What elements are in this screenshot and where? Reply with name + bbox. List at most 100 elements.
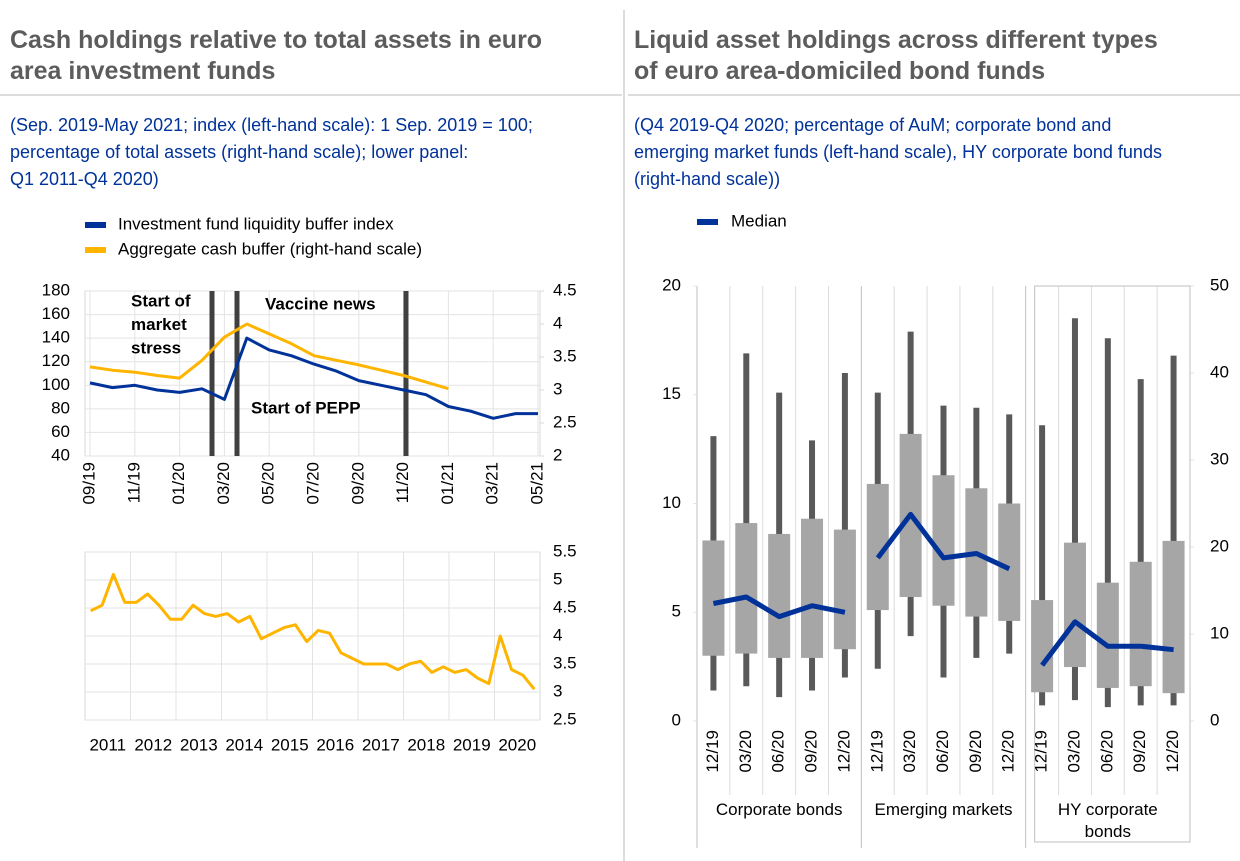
box	[833, 529, 856, 650]
panel-title: Liquid asset holdings across different t…	[634, 26, 1158, 54]
x-tick-label: 06/20	[1097, 730, 1116, 773]
x-tick-label: 12/19	[703, 730, 722, 773]
annotation: Start of	[131, 291, 191, 310]
x-tick-label: 11/20	[393, 462, 412, 503]
panel-subtitle: percentage of total assets (right-hand s…	[10, 142, 468, 162]
y2-tick-label: 4.5	[553, 280, 577, 299]
box	[1031, 600, 1054, 693]
x-tick-label: 11/19	[124, 462, 143, 503]
box	[1162, 540, 1185, 694]
y2-tick-label: 4.5	[553, 597, 577, 616]
y2-tick-label: 3.5	[553, 346, 577, 365]
x-tick-label: 09/20	[802, 730, 821, 773]
y2-tick-label: 2.5	[553, 412, 577, 431]
group-frame	[1034, 285, 1191, 843]
panel-title: Cash holdings relative to total assets i…	[10, 26, 542, 54]
y2-tick-label: 50	[1210, 275, 1229, 294]
x-tick-label: 2018	[407, 735, 445, 754]
y-tick-label: 0	[672, 710, 681, 729]
x-tick-label: 2014	[225, 735, 263, 754]
x-tick-label: 12/20	[999, 730, 1018, 773]
legend-label: Investment fund liquidity buffer index	[118, 214, 394, 233]
x-tick-label: 12/20	[1163, 730, 1182, 773]
box	[768, 533, 791, 658]
y-tick-label: 180	[42, 280, 70, 299]
y2-tick-label: 3	[553, 681, 562, 700]
y2-tick-label: 5.5	[553, 541, 577, 560]
box	[866, 483, 889, 611]
panel-subtitle: emerging market funds (left-hand scale),…	[634, 142, 1162, 162]
annotation: Start of PEPP	[251, 398, 361, 417]
x-tick-label: 05/20	[259, 462, 278, 505]
panel-subtitle: (Q4 2019-Q4 2020; percentage of AuM; cor…	[634, 115, 1111, 135]
y2-tick-label: 4	[553, 313, 562, 332]
x-tick-label: 09/20	[1130, 730, 1149, 773]
x-tick-label: 06/20	[933, 730, 952, 773]
x-tick-label: 2011	[89, 735, 126, 754]
y-tick-label: 140	[42, 328, 70, 347]
y-tick-label: 40	[51, 445, 70, 464]
group-label: HY corporate bonds	[1057, 800, 1158, 841]
group-label: Emerging markets	[874, 800, 1013, 819]
series-line	[90, 572, 536, 691]
annotation: Vaccine news	[265, 294, 376, 313]
y-tick-label: 160	[42, 304, 70, 323]
y2-tick-label: 30	[1210, 449, 1229, 468]
x-tick-label: 01/21	[438, 462, 457, 505]
x-tick-label: 03/20	[900, 730, 919, 773]
x-tick-label: 12/20	[834, 730, 853, 773]
x-tick-label: 07/20	[303, 462, 322, 505]
panel-title: of euro area-domiciled bond funds	[634, 57, 1045, 85]
y2-tick-label: 4	[553, 625, 562, 644]
box	[1096, 582, 1119, 688]
y-tick-label: 100	[42, 375, 70, 394]
median-line	[1040, 619, 1174, 667]
y2-tick-label: 10	[1210, 623, 1229, 642]
y2-tick-label: 40	[1210, 362, 1229, 381]
panel-subtitle: (Sep. 2019-May 2021; index (left-hand sc…	[10, 115, 533, 135]
x-tick-label: 09/20	[966, 730, 985, 773]
box	[1063, 542, 1086, 668]
x-tick-label: 09/19	[79, 462, 98, 505]
legend-label: Median	[731, 211, 787, 230]
y2-tick-label: 20	[1210, 536, 1229, 555]
panel-subtitle: (right-hand scale))	[634, 169, 780, 189]
median-line	[875, 511, 1011, 572]
x-tick-label: 2013	[180, 735, 218, 754]
y-tick-label: 60	[51, 422, 70, 441]
annotation: market	[131, 315, 187, 334]
series-line	[89, 336, 538, 420]
x-tick-label: 2015	[271, 735, 309, 754]
y2-tick-label: 3.5	[553, 653, 577, 672]
x-tick-label: 09/20	[348, 462, 367, 505]
y-tick-label: 15	[662, 384, 681, 403]
series-line	[89, 322, 449, 391]
x-tick-label: 03/20	[1064, 730, 1083, 773]
box	[1129, 561, 1152, 687]
box	[801, 518, 824, 658]
x-tick-label: 2016	[316, 735, 354, 754]
y-tick-label: 10	[662, 493, 681, 512]
y-tick-label: 120	[42, 351, 70, 370]
y-tick-label: 5	[672, 602, 681, 621]
x-tick-label: 2020	[498, 735, 536, 754]
group-label: Corporate bonds	[715, 800, 843, 819]
x-tick-label: 03/21	[483, 462, 502, 505]
y2-tick-label: 2.5	[553, 709, 577, 728]
y-tick-label: 20	[662, 275, 681, 294]
y-tick-label: 80	[51, 398, 70, 417]
y2-tick-label: 2	[553, 445, 562, 464]
x-tick-label: 2017	[362, 735, 400, 754]
x-tick-label: 03/20	[214, 462, 233, 505]
panel-subtitle: Q1 2011-Q4 2020)	[10, 169, 159, 189]
x-tick-label: 12/19	[867, 730, 886, 773]
box	[998, 503, 1021, 621]
x-tick-label: 2012	[134, 735, 172, 754]
y2-tick-label: 3	[553, 379, 562, 398]
x-tick-label: 12/19	[1032, 730, 1051, 773]
annotation: stress	[131, 338, 181, 357]
median-line	[712, 594, 846, 620]
legend-label: Aggregate cash buffer (right-hand scale)	[118, 239, 422, 258]
